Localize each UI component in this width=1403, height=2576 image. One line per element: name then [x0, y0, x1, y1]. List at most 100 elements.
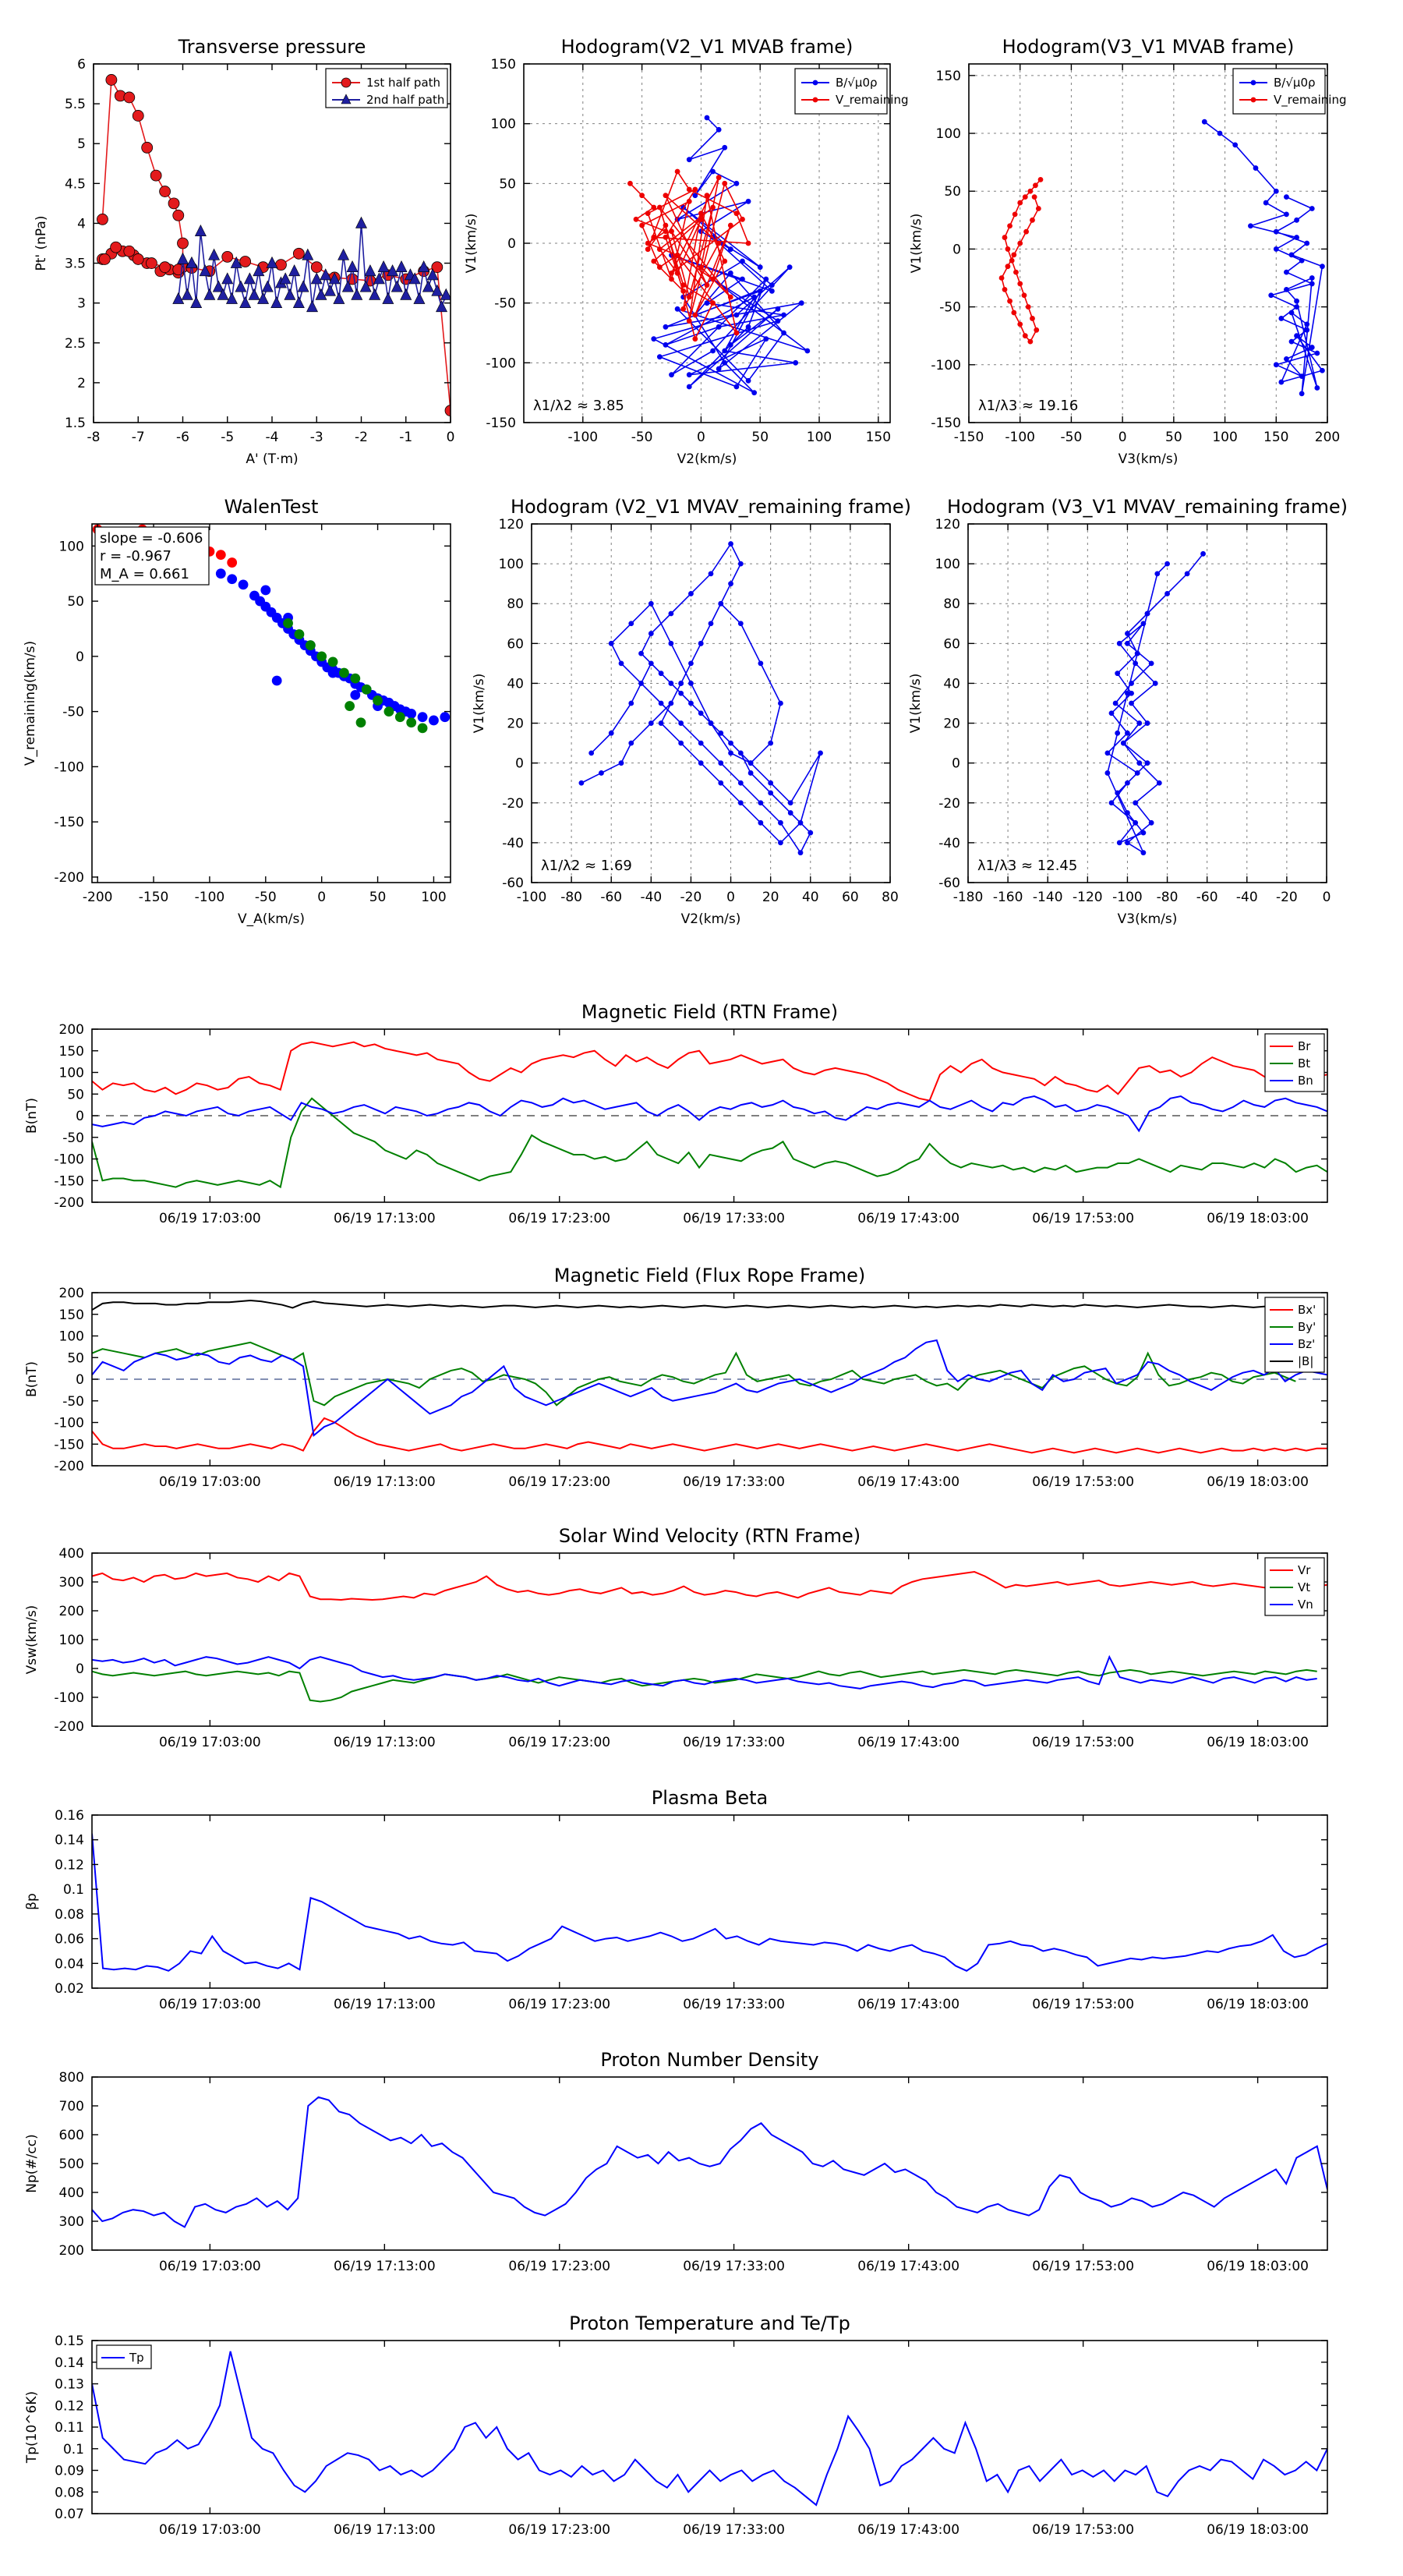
- data-point: [728, 541, 733, 547]
- data-point: [383, 706, 394, 717]
- y-tick-label: 0.07: [55, 2507, 84, 2522]
- data-point: [1104, 750, 1111, 756]
- data-point: [639, 222, 645, 228]
- data-point: [132, 253, 144, 265]
- data-point: [203, 288, 216, 300]
- y-tick-label: 50: [67, 594, 84, 610]
- data-point: [1034, 327, 1040, 333]
- data-point: [422, 280, 434, 292]
- data-point: [1115, 671, 1121, 677]
- data-point: [651, 234, 657, 240]
- data-point: [1133, 800, 1139, 806]
- y-tick-label: 2: [77, 376, 86, 391]
- y-tick-label: -100: [54, 1416, 84, 1431]
- data-point: [727, 341, 733, 348]
- data-point: [645, 211, 651, 217]
- x-tick-label: 06/19 17:03:00: [159, 1211, 261, 1226]
- data-point: [768, 790, 774, 796]
- data-point: [172, 209, 185, 221]
- data-point: [718, 600, 724, 607]
- data-point: [758, 819, 764, 826]
- y-tick-label: 0.14: [55, 2355, 84, 2371]
- data-point: [1125, 690, 1130, 696]
- data-point: [797, 819, 804, 826]
- y-tick-label: -50: [62, 705, 84, 720]
- data-point: [123, 245, 136, 257]
- data-point: [704, 193, 710, 199]
- data-point: [645, 246, 651, 253]
- data-point: [382, 292, 394, 304]
- chart-title: Hodogram(V3_V1 MVAB frame): [1002, 36, 1295, 58]
- data-point: [678, 740, 684, 746]
- data-point: [1273, 188, 1279, 194]
- legend-label: Tp: [129, 2351, 144, 2365]
- data-point: [387, 264, 399, 277]
- data-point: [686, 186, 692, 193]
- data-point: [763, 336, 769, 342]
- data-point: [1299, 373, 1305, 380]
- y-tick-label: 0.08: [55, 2485, 84, 2500]
- data-point: [798, 300, 804, 306]
- data-point: [413, 292, 426, 304]
- data-point: [656, 204, 663, 211]
- data-point: [674, 252, 680, 258]
- legend-label: By': [1298, 1320, 1316, 1334]
- x-tick-label: 06/19 17:53:00: [1032, 1474, 1134, 1490]
- chart-title: Hodogram (V2_V1 MVAV_remaining frame): [511, 496, 911, 518]
- data-point: [686, 294, 692, 300]
- series-line-bn: [92, 1095, 1327, 1133]
- data-point: [740, 258, 745, 264]
- y-tick-label: -150: [54, 1437, 84, 1453]
- data-point: [279, 272, 292, 285]
- x-tick-label: 06/19 17:43:00: [857, 2259, 959, 2274]
- series-2nd-half-path: [172, 216, 451, 313]
- data-point: [1284, 211, 1289, 218]
- data-point: [337, 248, 350, 260]
- data-point: [781, 312, 786, 318]
- y-tick-label: 0: [76, 1661, 84, 1677]
- data-point: [680, 282, 687, 288]
- x-tick-label: 06/19 18:03:00: [1207, 2522, 1309, 2538]
- data-point: [1023, 228, 1029, 235]
- y-tick-label: -20: [938, 796, 960, 812]
- y-tick-label: -150: [931, 416, 961, 431]
- data-point: [351, 288, 363, 300]
- data-point: [669, 372, 674, 378]
- data-point: [1278, 316, 1285, 321]
- data-point: [339, 667, 349, 678]
- series-line: [1106, 553, 1204, 855]
- series-line-vt: [92, 1668, 1317, 1703]
- x-tick-label: 06/19 18:03:00: [1207, 1211, 1309, 1226]
- data-point: [1134, 770, 1140, 776]
- y-axis-label: Pt' (nPa): [34, 216, 49, 271]
- data-point: [728, 581, 733, 587]
- data-point: [418, 260, 430, 272]
- y-tick-label: 0.09: [55, 2464, 84, 2479]
- x-tick-label: 06/19 17:53:00: [1032, 1211, 1134, 1226]
- data-point: [1294, 304, 1299, 310]
- data-point: [1288, 252, 1295, 258]
- data-point: [227, 557, 238, 568]
- data-point: [698, 640, 704, 646]
- x-tick-label: -50: [631, 430, 653, 445]
- data-point: [716, 175, 722, 181]
- data-point: [377, 260, 390, 272]
- x-tick-label: 06/19 18:03:00: [1207, 1474, 1309, 1490]
- x-tick-label: -160: [993, 890, 1023, 905]
- data-point: [123, 91, 136, 104]
- data-point: [656, 246, 663, 253]
- data-point: [778, 700, 783, 706]
- data-point: [333, 292, 345, 304]
- data-point: [239, 295, 252, 308]
- series-line-tp: [92, 2351, 1327, 2507]
- data-point: [440, 288, 451, 300]
- data-point: [1133, 660, 1139, 667]
- data-point: [1148, 819, 1154, 826]
- x-tick-label: 0: [317, 890, 326, 905]
- y-tick-label: -60: [938, 876, 960, 891]
- chart-title: Solar Wind Velocity (RTN Frame): [559, 1525, 861, 1547]
- data-point: [708, 621, 714, 627]
- data-point: [737, 621, 744, 627]
- x-tick-label: 200: [1315, 430, 1340, 445]
- data-point: [710, 300, 716, 306]
